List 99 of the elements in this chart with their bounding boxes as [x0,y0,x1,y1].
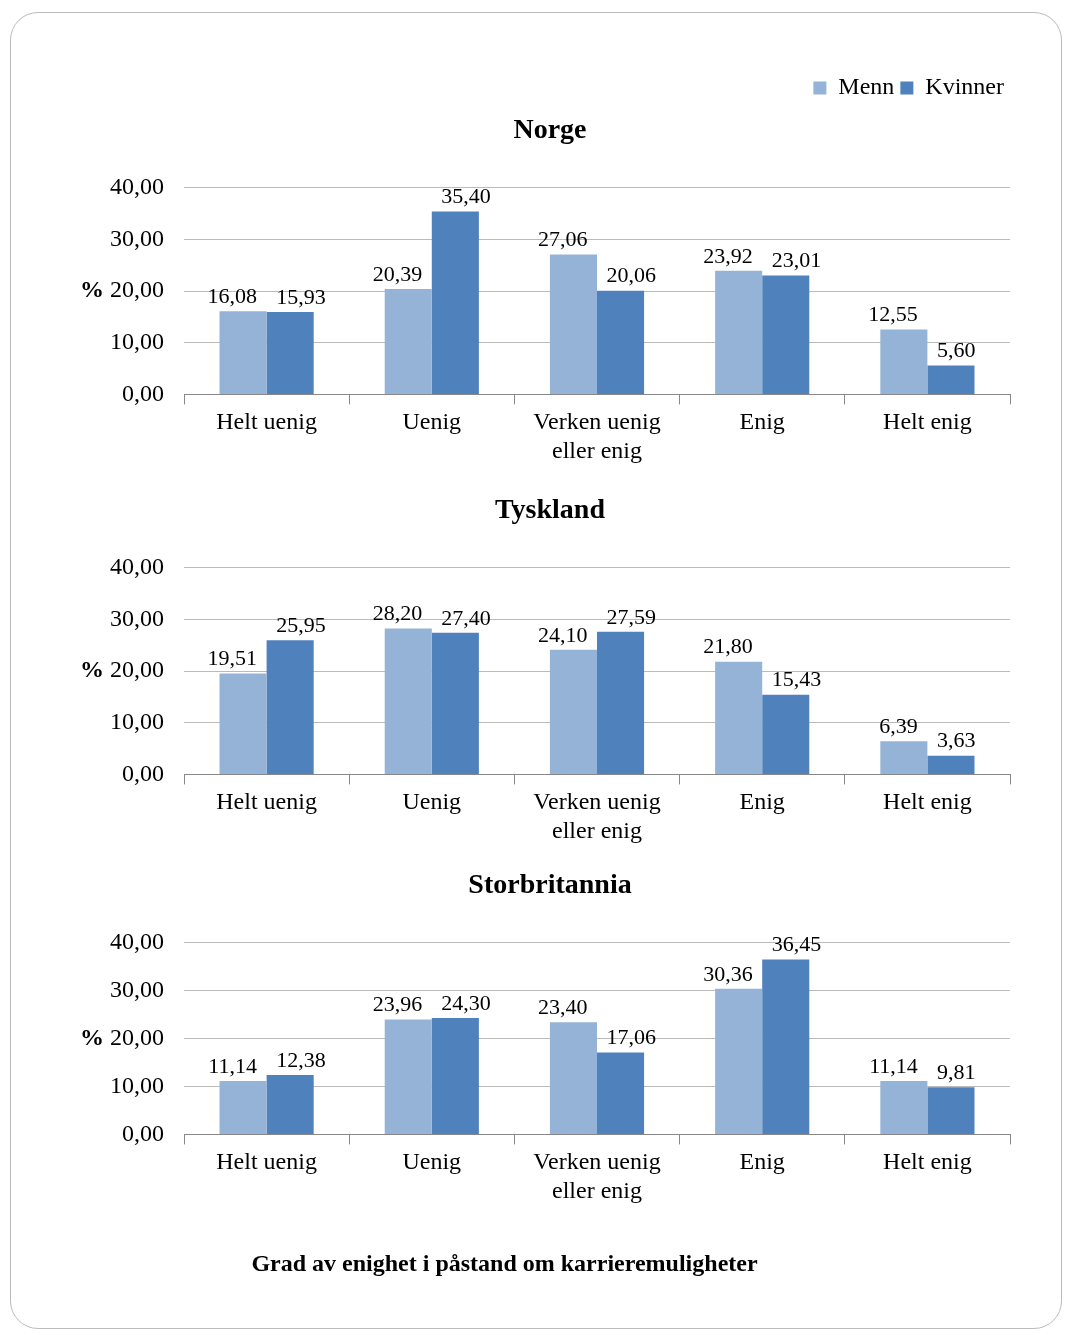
y-tick-label: 20,00 [110,656,164,683]
data-label: 9,81 [936,1059,976,1085]
data-label: 5,60 [936,337,976,363]
bar [431,211,479,394]
data-label: 15,93 [276,283,326,309]
x-tick-label: Helt uenig [216,788,317,815]
x-tick-label: Enig [739,1148,785,1175]
bar [715,270,763,394]
bar [927,755,975,774]
data-label: 21,80 [703,633,753,659]
x-tick-label: Enig [739,788,785,815]
data-label: 16,08 [207,283,258,309]
x-tick-label: Uenig [402,1148,462,1175]
x-tick-label: Helt enig [883,788,972,815]
data-label: 17,06 [606,1024,657,1050]
x-tick-label: Verken uenig eller enig [533,408,661,463]
x-tick-label: Helt uenig [216,1148,317,1175]
y-tick-label: 40,00 [110,552,164,579]
text: Grad av enighet i påstand om karrieremuligheter [250,1250,759,1277]
y-tick-label: 0,00 [122,759,164,786]
y-tick-label: 40,00 [110,927,164,954]
bar [266,640,314,774]
data-label: 12,55 [868,301,918,327]
data-label: 28,20 [372,600,423,626]
bar [597,631,645,774]
y-axis-title: % [80,1023,104,1050]
x-tick-label: Uenig [402,408,462,435]
data-label: 25,95 [276,612,326,638]
data-label: 12,38 [276,1046,326,1072]
data-label: 23,92 [703,242,753,268]
bar [549,254,597,394]
bar [762,694,810,774]
bar [927,1087,975,1134]
bar [597,1052,645,1134]
y-tick-label: 0,00 [122,1119,164,1146]
data-label: 23,96 [372,991,423,1017]
bar [880,741,928,774]
data-label: 23,01 [771,247,822,273]
bar [219,311,267,394]
bar [715,661,763,774]
data-label: 20,39 [372,260,423,286]
x-tick-label: Verken uenig eller enig [533,1148,661,1203]
data-label: 3,63 [936,727,976,753]
data-label: 27,40 [441,604,491,630]
bar [597,290,645,394]
bar [431,632,479,774]
y-tick-label: 20,00 [110,1023,164,1050]
y-tick-label: 20,00 [110,276,164,303]
bar [431,1017,479,1134]
data-label: 20,06 [606,262,657,288]
x-tick-label: Helt enig [883,408,972,435]
data-label: 36,45 [771,931,822,957]
data-label: 27,06 [537,226,588,252]
bar [549,1022,597,1134]
bar [715,988,763,1134]
y-axis-title: % [80,656,104,683]
bar [384,288,432,394]
data-label: 15,43 [771,666,822,692]
x-tick-label: Enig [739,408,785,435]
data-label: 11,14 [208,1052,258,1078]
bar [880,1080,928,1134]
bar [762,959,810,1134]
chart-title: Tyskland [495,493,606,525]
y-tick-label: 10,00 [110,328,164,354]
y-tick-label: 0,00 [122,379,164,406]
bar [762,275,810,394]
bar [219,1080,267,1134]
bar [384,1019,432,1134]
x-tick-label: Uenig [402,788,462,815]
y-tick-label: 10,00 [110,708,164,734]
x-tick-label: Helt uenig [216,408,317,435]
chart-title: Storbritannia [468,868,632,900]
data-label: 23,40 [537,993,588,1019]
data-label: 6,39 [879,713,918,739]
bar [880,329,928,394]
bar [384,628,432,774]
x-tick-label: Helt enig [883,1148,972,1175]
bar [927,365,975,394]
data-label: 24,30 [441,989,491,1015]
legend-label: Kvinner [925,73,1005,100]
y-tick-label: 10,00 [110,1071,164,1098]
bar [549,649,597,774]
bar [266,1075,314,1134]
data-label: 35,40 [441,183,491,209]
legend-label: Menn [838,73,895,100]
data-label: 27,59 [606,603,657,629]
y-tick-label: 40,00 [110,172,164,199]
data-label: 30,36 [703,960,753,986]
y-tick-label: 30,00 [110,604,164,631]
y-tick-label: 30,00 [110,975,164,1002]
x-tick-label: Verken uenig eller enig [533,788,661,843]
data-label: 11,14 [869,1052,918,1078]
bar [219,673,267,774]
data-label: 24,10 [537,621,588,647]
y-tick-label: 30,00 [110,224,164,251]
chart-title: Norge [513,113,587,145]
bar [266,312,314,394]
data-label: 19,51 [207,645,258,671]
y-axis-title: % [80,276,104,303]
